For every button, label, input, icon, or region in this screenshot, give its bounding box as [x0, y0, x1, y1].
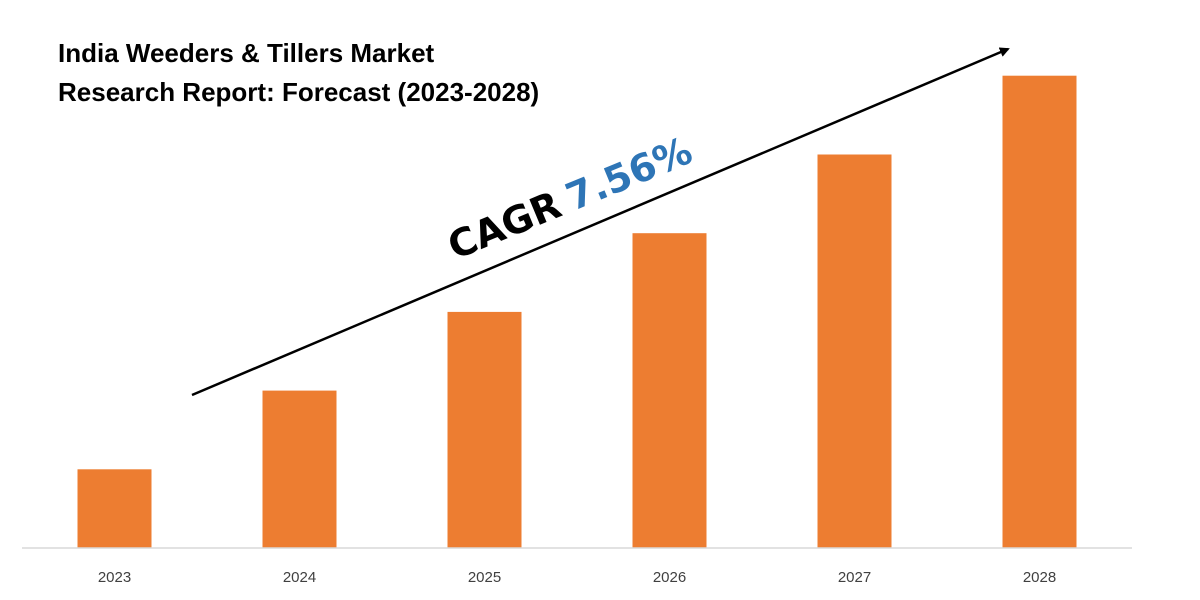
- chart-title-line-2: Research Report: Forecast (2023-2028): [58, 77, 539, 107]
- bar-2027: [817, 154, 892, 548]
- x-tick-label-2028: 2028: [1023, 569, 1056, 586]
- x-axis-tick-labels: 2023 2024 2025 2026 2027 2028: [98, 569, 1056, 586]
- bars: [77, 75, 1077, 548]
- bar-2026: [632, 233, 707, 548]
- bar-2024: [262, 390, 337, 548]
- x-tick-label-2025: 2025: [468, 569, 501, 586]
- chart-title-line-1: India Weeders & Tillers Market: [58, 38, 435, 68]
- chart-title: India Weeders & Tillers Market Research …: [58, 38, 539, 107]
- bar-2025: [447, 311, 522, 548]
- x-tick-label-2027: 2027: [838, 569, 871, 586]
- x-tick-label-2026: 2026: [653, 569, 686, 586]
- x-tick-label-2023: 2023: [98, 569, 131, 586]
- trend-arrow: [191, 47, 1010, 397]
- bar-2023: [77, 469, 152, 548]
- bar-2028: [1002, 75, 1077, 548]
- cagr-label: CAGR: [442, 183, 568, 269]
- x-tick-label-2024: 2024: [283, 569, 316, 586]
- cagr-value: 7.56%: [560, 128, 699, 219]
